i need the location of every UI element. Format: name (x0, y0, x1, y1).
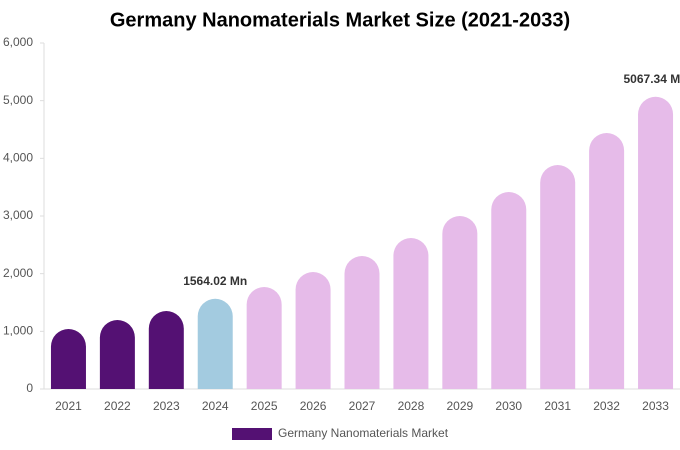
x-tick-label: 2031 (544, 399, 571, 413)
x-tick-label: 2030 (495, 399, 522, 413)
x-tick-label: 2029 (446, 399, 473, 413)
data-label: 5067.34 Mn (624, 72, 680, 86)
bar (491, 192, 527, 389)
x-tick-label: 2024 (202, 399, 229, 413)
legend-label: Germany Nanomaterials Market (278, 426, 449, 440)
y-tick-label: 1,000 (3, 324, 33, 338)
x-tick-label: 2023 (153, 399, 180, 413)
y-tick-label: 3,000 (3, 208, 33, 222)
x-tick-label: 2033 (642, 399, 669, 413)
y-tick-label: 0 (26, 381, 33, 395)
bar (638, 96, 674, 390)
bar (344, 256, 380, 389)
x-tick-label: 2032 (593, 399, 620, 413)
bar (99, 320, 135, 389)
chart-title: Germany Nanomaterials Market Size (2021-… (110, 9, 570, 31)
y-tick-label: 5,000 (3, 93, 33, 107)
bar (393, 238, 429, 389)
data-label: 1564.02 Mn (183, 274, 247, 288)
x-tick-label: 2025 (251, 399, 278, 413)
x-tick-label: 2021 (55, 399, 82, 413)
x-tick-label: 2027 (349, 399, 376, 413)
x-tick-label: 2022 (104, 399, 131, 413)
bar (246, 286, 282, 389)
x-tick-label: 2026 (300, 399, 327, 413)
bar (442, 216, 478, 389)
bar (197, 298, 233, 389)
legend-swatch (232, 428, 272, 440)
y-tick-label: 6,000 (3, 35, 33, 49)
bar (148, 311, 184, 389)
bar (540, 165, 576, 389)
x-tick-label: 2028 (398, 399, 425, 413)
bar (50, 329, 86, 389)
bar (589, 133, 625, 389)
y-tick-label: 4,000 (3, 151, 33, 165)
y-tick-label: 2,000 (3, 266, 33, 280)
bar (295, 271, 331, 389)
